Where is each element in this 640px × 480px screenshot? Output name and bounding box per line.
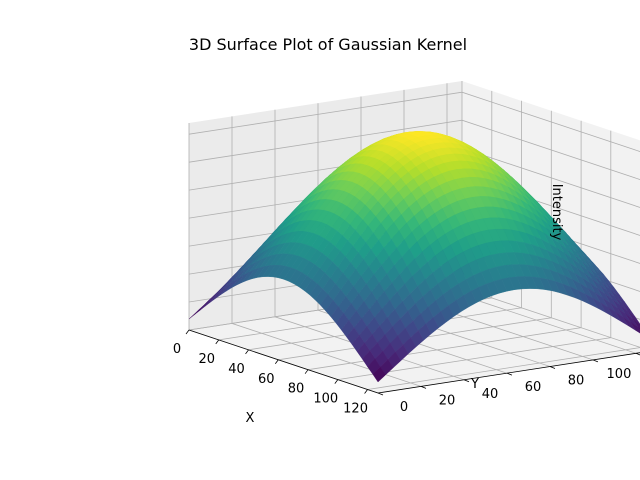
x-tick-label: 0	[173, 342, 181, 357]
z-grid-line	[188, 91, 640, 152]
y-tick	[463, 379, 470, 383]
y-tick	[635, 352, 640, 356]
x-tick	[245, 349, 249, 355]
y-tick-label: 60	[525, 380, 542, 395]
axes-group: 0204060801001200204060801001200.000030.0…	[173, 329, 640, 417]
y-axis-label: Y	[470, 377, 479, 392]
x-tick	[364, 389, 368, 394]
x-tick	[215, 339, 220, 345]
x-tick	[185, 329, 190, 335]
x-tick-label: 80	[288, 382, 305, 397]
y-tick	[549, 366, 556, 369]
y-tick-label: 100	[607, 367, 632, 382]
y-tick-label: 0	[400, 400, 408, 415]
y-tick	[420, 386, 427, 389]
y-tick-label: 20	[439, 393, 456, 408]
y-tick	[377, 392, 384, 396]
x-tick-label: 40	[228, 362, 245, 377]
x-tick-label: 100	[313, 392, 338, 407]
y-tick-label: 40	[482, 387, 499, 402]
chart-title: 3D Surface Plot of Gaussian Kernel	[189, 35, 467, 54]
surface-facet	[372, 366, 386, 383]
y-axis-line	[377, 352, 640, 394]
x-tick	[304, 369, 309, 374]
x-tick	[334, 379, 339, 384]
x-tick-label: 20	[198, 352, 215, 367]
surface-mesh	[188, 131, 640, 383]
y-tick	[506, 372, 513, 376]
x-tick-label: 60	[258, 372, 275, 387]
x-axis-label: X	[246, 411, 255, 426]
x-tick-label: 120	[343, 402, 368, 417]
y-tick	[592, 359, 599, 363]
z-grid-line	[188, 119, 640, 180]
z-axis-label: Intensity	[549, 184, 564, 241]
x-axis-line	[188, 329, 379, 394]
x-tick	[274, 359, 279, 365]
x-grid-line	[367, 347, 640, 390]
y-tick-label: 80	[568, 374, 585, 389]
